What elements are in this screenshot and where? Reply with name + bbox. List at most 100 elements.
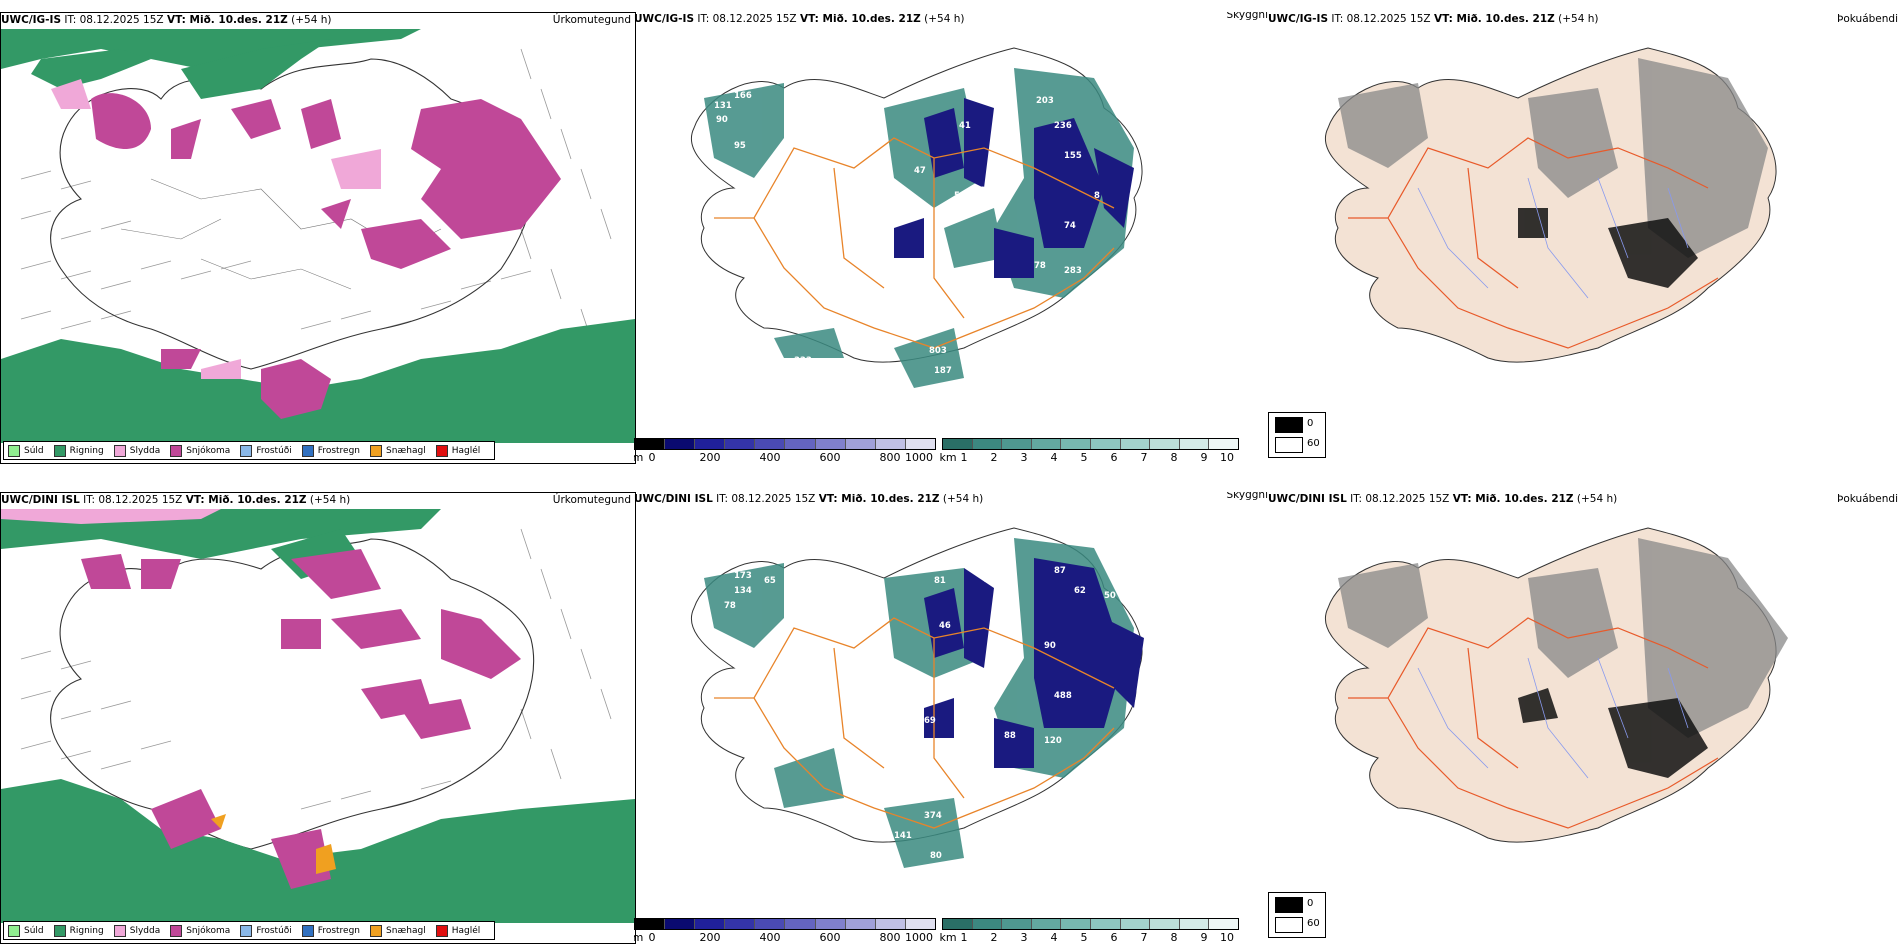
fog-legend-high: 0 (1307, 418, 1314, 429)
snow-label: 333 (794, 356, 812, 366)
visibility-panel-row2: UWC/DINI ISL IT: 08.12.2025 15Z VT: Mið.… (634, 492, 1268, 942)
snow-label: 141 (894, 831, 912, 841)
wind-barbs (20, 48, 612, 340)
tick: 400 (759, 931, 781, 942)
snow-label: 803 (929, 346, 947, 356)
legend-graupel: Snæhagl (370, 924, 426, 937)
fog-panel-row2: UWC/DINI ISL IT: 08.12.2025 15Z VT: Mið.… (1268, 492, 1900, 942)
precip-type-map (1, 509, 635, 923)
precip-legend: Súld Rigning Slydda Snjókoma Frostúði Fr… (3, 441, 496, 460)
legend-hail: Haglél (435, 444, 480, 457)
tick: 3 (1020, 451, 1028, 462)
valid-time: VT: Mið. 10.des. 21Z (1452, 493, 1574, 505)
legend-snow: Snjókoma (170, 924, 230, 937)
lead-time: (+54 h) (309, 494, 351, 506)
lead-time: (+54 h) (1558, 13, 1599, 25)
snow-visibility-map: 173 134 65 78 81 46 46 87 62 50 90 488 8… (690, 527, 1144, 868)
model-name: UWC/DINI ISL (634, 493, 713, 505)
snow-label: 88 (1004, 731, 1016, 741)
tick: 8 (1170, 931, 1178, 942)
tick: 800 (879, 931, 901, 942)
model-name: UWC/IG-IS (634, 13, 695, 25)
panel-header: UWC/IG-IS IT: 08.12.2025 15Z VT: Mið. 10… (1, 13, 635, 29)
tick: 600 (819, 931, 841, 942)
valid-time: VT: Mið. 10.des. 21Z (185, 494, 307, 506)
panel-header: UWC/DINI ISL IT: 08.12.2025 15Z VT: Mið.… (1268, 492, 1900, 508)
snow-label: 488 (1054, 691, 1072, 701)
valid-time: VT: Mið. 10.des. 21Z (166, 14, 288, 26)
snow-label: 46 (984, 576, 996, 586)
panel-header: UWC/DINI ISL IT: 08.12.2025 15Z VT: Mið.… (1, 493, 635, 509)
panel-title: Skyggni (1226, 12, 1269, 21)
snow-label: 87 (1054, 566, 1066, 576)
snow-label: 90 (1044, 641, 1056, 651)
snow-label: 78 (724, 601, 736, 611)
legend-hail: Haglél (435, 924, 480, 937)
panel-title: Þokuábendi (1837, 13, 1898, 25)
tick: 6 (1110, 451, 1118, 462)
panel-header: UWC/IG-IS IT: 08.12.2025 15Z VT: Mið. 10… (634, 12, 1268, 28)
snow-label: 155 (1064, 151, 1082, 161)
tick: 1 (960, 931, 968, 942)
scale-unit: m (634, 931, 644, 942)
snow-label: 134 (734, 586, 752, 596)
model-name: UWC/DINI ISL (1, 494, 80, 506)
tick: 10 (1220, 451, 1234, 462)
init-time: IT: 08.12.2025 15Z (64, 14, 164, 26)
snow-depth-labels: 173 134 65 78 81 46 46 87 62 50 90 488 8… (724, 566, 1116, 861)
lead-time: (+54 h) (291, 14, 332, 26)
legend-sleet: Slydda (113, 924, 160, 937)
precip-legend: Súld Rigning Slydda Snjókoma Frostúði Fr… (3, 921, 496, 940)
tick: 4 (1050, 451, 1058, 462)
scale-unit: km (939, 451, 957, 462)
tick: 6 (1110, 931, 1118, 942)
tick: 1000 (905, 931, 933, 942)
fog-panel-row1: UWC/IG-IS IT: 08.12.2025 15Z VT: Mið. 10… (1268, 12, 1900, 462)
snow-label: 131 (714, 101, 732, 111)
snow-label: 41 (959, 121, 971, 131)
init-time: IT: 08.12.2025 15Z (716, 493, 816, 505)
tick: 2 (990, 931, 998, 942)
tick: 1 (960, 451, 968, 462)
tick: 9 (1200, 931, 1208, 942)
valid-time: VT: Mið. 10.des. 21Z (1433, 13, 1555, 25)
snow-label: 74 (1064, 221, 1076, 231)
snow-label: 50 (1104, 591, 1116, 601)
legend-rain: Rigning (53, 444, 104, 457)
tick: 800 (879, 451, 901, 462)
legend-freezing-drizzle: Frostúði (240, 444, 292, 457)
legend-freezing-drizzle: Frostúði (240, 924, 292, 937)
init-time: IT: 08.12.2025 15Z (83, 494, 183, 506)
snow-label: 47 (914, 166, 926, 176)
init-time: IT: 08.12.2025 15Z (1331, 13, 1431, 25)
panel-title: Skyggni (1226, 492, 1269, 501)
lead-time: (+54 h) (924, 13, 965, 25)
init-time: IT: 08.12.2025 15Z (1350, 493, 1450, 505)
model-name: UWC/DINI ISL (1268, 493, 1347, 505)
tick: 600 (819, 451, 841, 462)
legend-freezing-rain: Frostregn (301, 924, 360, 937)
iceland-outline (50, 58, 535, 370)
snow-label: 166 (734, 91, 752, 101)
fog-legend-low: 60 (1307, 918, 1320, 929)
tick: 2 (990, 451, 998, 462)
panel-title: Úrkomutegund (552, 494, 631, 506)
valid-time: VT: Mið. 10.des. 21Z (799, 13, 921, 25)
tick: 8 (1170, 451, 1178, 462)
snow-label: 236 (1054, 121, 1072, 131)
fog-map (1324, 47, 1777, 363)
snow-label: 63 (974, 186, 986, 196)
legend-drizzle: Súld (8, 924, 44, 937)
legend-rain: Rigning (53, 924, 104, 937)
model-name: UWC/IG-IS (1268, 13, 1329, 25)
snow-label: 69 (924, 716, 936, 726)
precip-type-panel-row1: UWC/IG-IS IT: 08.12.2025 15Z VT: Mið. 10… (0, 12, 636, 464)
snow-label: 173 (734, 571, 752, 581)
snow-visibility-map: 166 131 90 95 87 47 41 50 63 203 236 155… (690, 47, 1143, 388)
lead-time: (+54 h) (942, 493, 984, 505)
visibility-panel-row1: UWC/IG-IS IT: 08.12.2025 15Z VT: Mið. 10… (634, 12, 1268, 462)
legend-freezing-rain: Frostregn (301, 444, 360, 457)
tick: 4 (1050, 931, 1058, 942)
snow-depth-labels: 166 131 90 95 87 47 41 50 63 203 236 155… (714, 91, 1100, 376)
valid-time: VT: Mið. 10.des. 21Z (818, 493, 940, 505)
